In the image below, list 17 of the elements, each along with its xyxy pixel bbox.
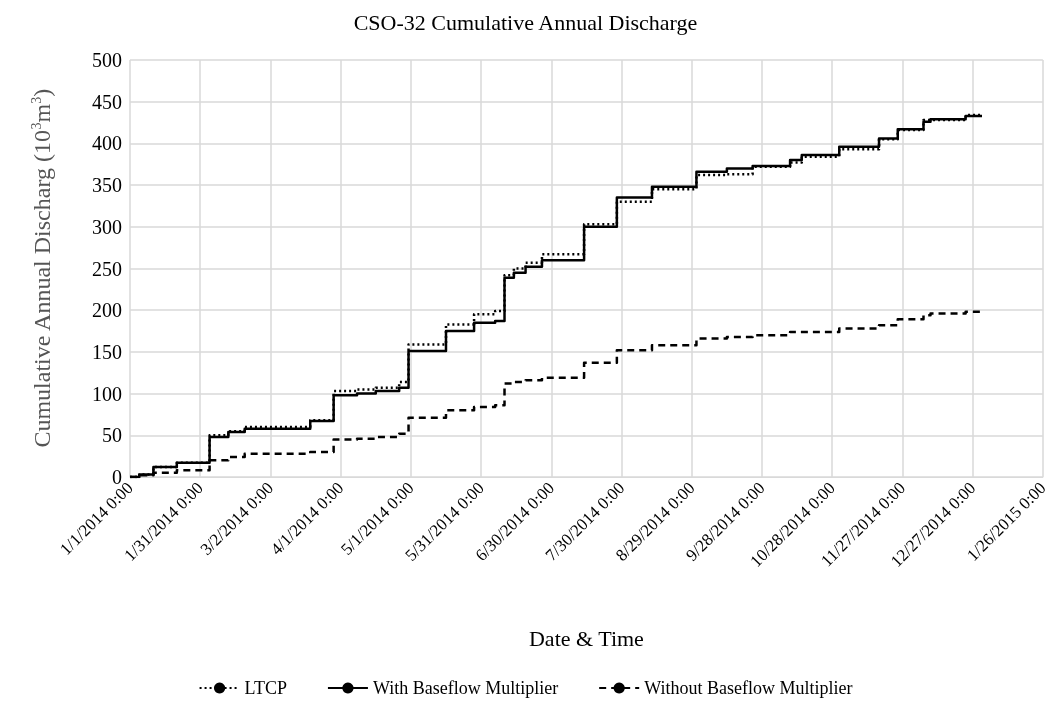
- y-tick-label: 50: [102, 424, 122, 447]
- legend-label: Without Baseflow Multiplier: [644, 678, 853, 698]
- y-tick-label: 250: [92, 257, 122, 280]
- y-tick-label: 300: [92, 215, 122, 238]
- y-tick-label: 200: [92, 299, 122, 322]
- legend-label: With Baseflow Multiplier: [372, 678, 559, 698]
- chart-title: CSO-32 Cumulative Annual Discharge: [353, 9, 698, 35]
- y-tick-label: 500: [92, 49, 122, 71]
- y-tick-label: 450: [92, 90, 122, 113]
- y-tick-label: 0: [112, 466, 122, 488]
- y-tick-label: 150: [92, 340, 122, 363]
- x-axis-title: Date & Time: [528, 625, 644, 651]
- y-tick-label: 400: [92, 132, 122, 155]
- legend-label: LTCP: [244, 678, 287, 698]
- y-tick-label: 350: [92, 174, 122, 197]
- y-tick-label: 100: [92, 382, 122, 405]
- y-axis-title: Cumulative Annual Discharg (103m3): [28, 88, 55, 448]
